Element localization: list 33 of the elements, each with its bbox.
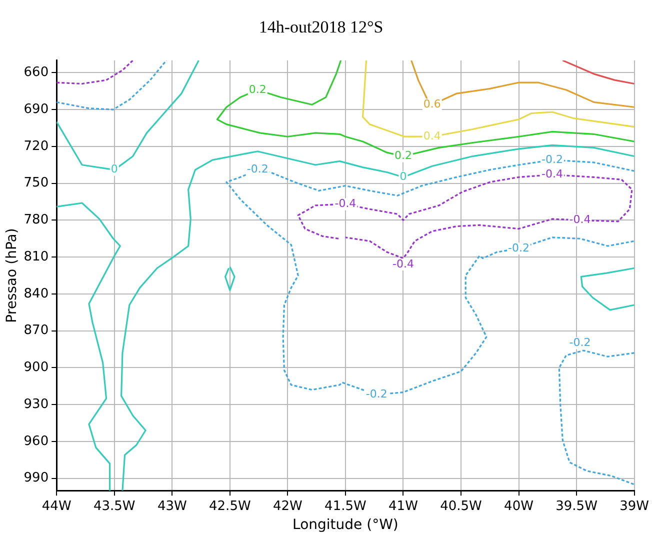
x-axis-title: Longitude (°W) [292,517,398,534]
annotation: -0.4 [392,257,414,270]
y-tick-label: 900 [24,360,49,376]
y-tick-label: 870 [24,323,49,338]
annotation: -0.2 [569,336,591,349]
x-tick-label: 42.5W [209,498,251,514]
y-tick-label: 720 [24,138,49,154]
annotation: 0 [110,162,118,176]
line-series [558,350,634,486]
x-tick-label: 41.5W [324,498,366,514]
x-tick-label: 40W [504,498,534,514]
x-tick-label: 41W [388,498,418,514]
y-tick-label: 690 [24,102,49,117]
line-series [56,60,134,85]
x-tick-label: 43W [157,498,187,514]
x-tick-label: 44W [42,498,72,514]
y-tick-label: 810 [24,249,49,264]
x-tick-label: 40.5W [440,498,482,514]
y-tick-label: 960 [24,434,49,449]
x-tick-label: 43.5W [93,498,136,514]
y-axis-title: Pressao (hPa) [4,228,20,323]
x-tick-label: 39.5W [556,498,598,514]
x-tick-label: 42W [272,498,303,514]
x-tick-label: 39W [620,498,650,514]
y-tick-label: 750 [24,176,49,191]
annotation: 0 [400,170,407,184]
y-tick-label: 990 [24,470,49,486]
y-tick-label: 840 [24,286,49,302]
y-tick-label: 930 [24,396,49,412]
line-series [56,60,168,110]
y-tick-label: 660 [24,65,49,80]
y-tick-label: 780 [24,212,49,228]
chart-title: 14h-out2018 12°S [258,18,384,37]
